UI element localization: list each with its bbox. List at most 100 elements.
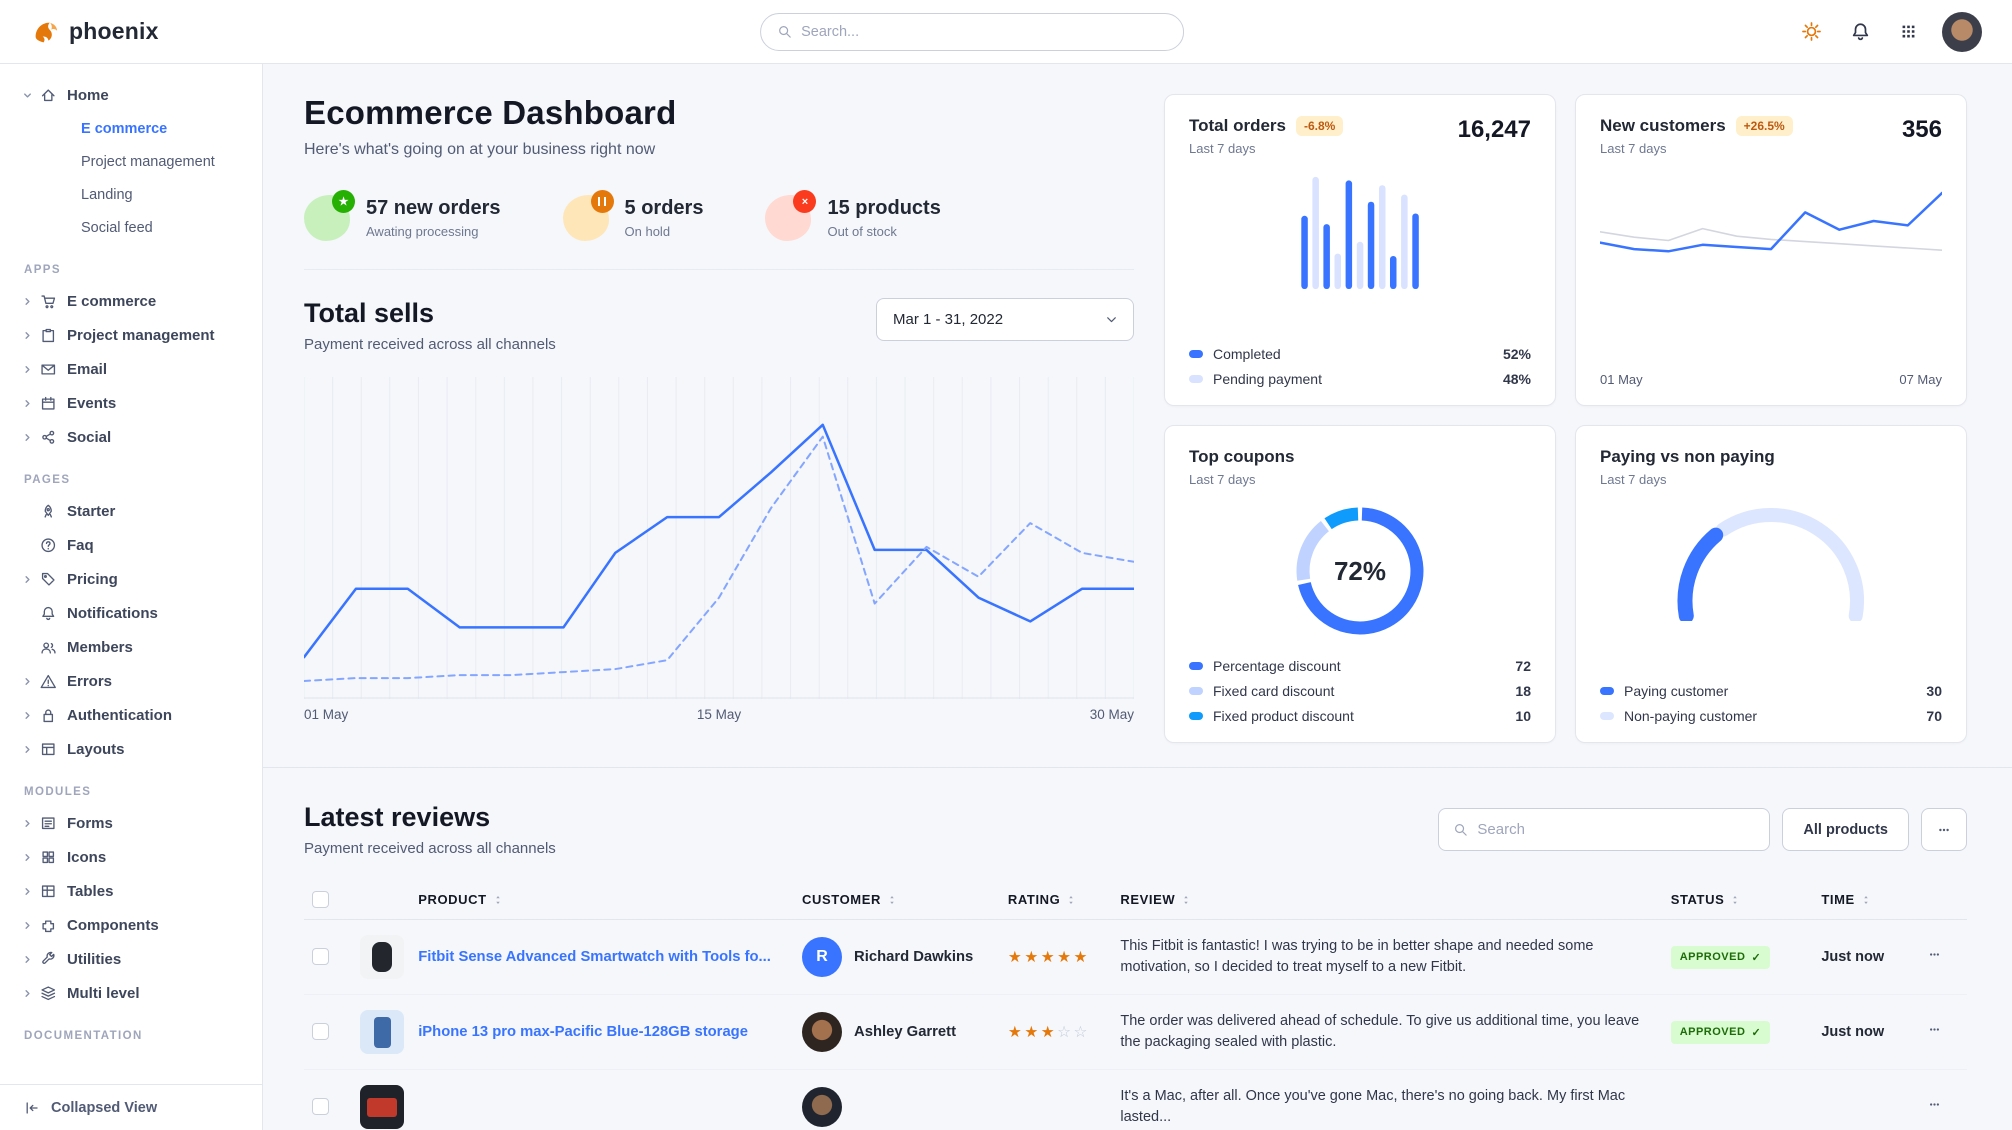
legend-row: Percentage discount 72 xyxy=(1189,658,1531,674)
collapse-sidebar-button[interactable]: Collapsed View xyxy=(0,1084,262,1130)
sidebar-item-layouts[interactable]: Layouts xyxy=(0,732,262,766)
caret-right-icon xyxy=(22,574,40,585)
total-sells-chart xyxy=(304,377,1134,699)
sidebar-item-tables[interactable]: Tables xyxy=(0,874,262,908)
row-checkbox[interactable] xyxy=(312,1098,329,1116)
sidebar-item-forms[interactable]: Forms xyxy=(0,806,262,840)
cart-icon xyxy=(40,293,67,310)
sidebar-item-project-management[interactable]: Project management xyxy=(0,318,262,352)
row-actions-button[interactable] xyxy=(1927,1097,1942,1112)
sort-icon[interactable] xyxy=(1180,894,1192,906)
check-icon: ✓ xyxy=(1751,1026,1762,1039)
column-header-review[interactable]: REVIEW xyxy=(1112,879,1663,921)
customer-avatar xyxy=(802,1012,843,1053)
sidebar-item-home[interactable]: Home xyxy=(0,78,262,112)
sort-icon[interactable] xyxy=(1729,894,1741,906)
sidebar-item-pricing[interactable]: Pricing xyxy=(0,562,262,596)
sidebar-item-errors[interactable]: Errors xyxy=(0,664,262,698)
reviews-more-options-button[interactable] xyxy=(1921,808,1967,851)
stat-x-icon: × xyxy=(765,190,817,241)
sidebar-item-utilities[interactable]: Utilities xyxy=(0,942,262,976)
column-header-time[interactable]: TIME xyxy=(1813,879,1919,921)
apps-menu-button[interactable] xyxy=(1895,18,1922,45)
user-avatar[interactable] xyxy=(1942,11,1982,52)
reviews-search-input[interactable] xyxy=(1477,821,1756,838)
column-header-product[interactable]: PRODUCT xyxy=(352,879,795,921)
sidebar-item-starter[interactable]: Starter xyxy=(0,494,262,528)
legend-row: Fixed card discount 18 xyxy=(1189,683,1531,699)
sidebar-item-social[interactable]: Social xyxy=(0,420,262,454)
reviews-table: PRODUCT CUSTOMER RATING REVIEW STATUS TIME Fi… xyxy=(304,879,1967,1130)
sidebar-item-notifications[interactable]: Notifications xyxy=(0,596,262,630)
row-actions-button[interactable] xyxy=(1927,947,1942,962)
sidebar-item-label: Authentication xyxy=(67,706,172,724)
top-navbar: phoenix xyxy=(0,0,2012,64)
product-image xyxy=(360,1010,405,1055)
theme-toggle-button[interactable] xyxy=(1797,17,1826,46)
card-period: Last 7 days xyxy=(1189,141,1256,156)
warning-icon xyxy=(40,673,67,690)
sort-icon[interactable] xyxy=(1065,894,1077,906)
sidebar-subitem-e-commerce[interactable]: E commerce xyxy=(81,120,168,137)
sidebar-item-email[interactable]: Email xyxy=(0,352,262,386)
product-link[interactable]: iPhone 13 pro max-Pacific Blue-128GB sto… xyxy=(418,1024,748,1041)
sidebar-item-faq[interactable]: Faq xyxy=(0,528,262,562)
sidebar-item-members[interactable]: Members xyxy=(0,630,262,664)
card-period: Last 7 days xyxy=(1600,141,1667,156)
sidebar-item-components[interactable]: Components xyxy=(0,908,262,942)
legend-value: 18 xyxy=(1515,683,1531,699)
svg-text:72%: 72% xyxy=(1334,556,1386,586)
stat-pause-icon xyxy=(562,190,614,241)
column-header-rating[interactable]: RATING xyxy=(999,879,1113,921)
date-range-select[interactable]: Mar 1 - 31, 2022 xyxy=(876,298,1134,341)
sidebar-item-e-commerce[interactable]: E commerce xyxy=(0,284,262,318)
sidebar-item-label: Social xyxy=(67,428,112,446)
row-checkbox[interactable] xyxy=(312,1023,329,1041)
sort-icon[interactable] xyxy=(1860,894,1872,906)
sidebar-subitem-project-management[interactable]: Project management xyxy=(81,153,215,170)
sidebar-item-multi-level[interactable]: Multi level xyxy=(0,976,262,1010)
sort-icon[interactable] xyxy=(492,894,504,906)
calendar-icon xyxy=(40,395,67,412)
stat-5-orders: 5 orders On hold xyxy=(562,190,703,241)
sidebar-item-label: Errors xyxy=(67,672,113,690)
paying-gauge-chart xyxy=(1600,495,1942,621)
new-customers-card: New customers +26.5% Last 7 days 356 01 … xyxy=(1575,94,1967,406)
all-products-filter-button[interactable]: All products xyxy=(1782,808,1909,851)
legend-row: Fixed product discount 10 xyxy=(1189,708,1531,724)
column-header-status[interactable]: STATUS xyxy=(1662,879,1814,921)
phoenix-logo[interactable]: phoenix xyxy=(30,17,159,47)
global-search-input[interactable] xyxy=(801,23,1168,40)
sidebar-item-events[interactable]: Events xyxy=(0,386,262,420)
sidebar-subitem-landing[interactable]: Landing xyxy=(81,186,133,203)
total-orders-bar-chart xyxy=(1189,166,1531,294)
bell-icon xyxy=(1850,21,1871,42)
column-header-customer[interactable]: CUSTOMER xyxy=(794,879,1000,921)
card-title: Top coupons xyxy=(1189,447,1295,466)
sort-icon[interactable] xyxy=(886,894,898,906)
home-icon xyxy=(40,87,67,104)
customer-name: Ashley Garrett xyxy=(854,1024,957,1041)
sidebar-item-label: Forms xyxy=(67,814,113,832)
page-subtitle: Here's what's going on at your business … xyxy=(304,141,656,158)
row-actions-button[interactable] xyxy=(1927,1022,1942,1037)
sidebar-item-label: Components xyxy=(67,916,159,934)
legend-label: Completed xyxy=(1213,346,1281,362)
legend-row: Completed 52% xyxy=(1189,346,1531,362)
clipboard-icon xyxy=(40,327,67,344)
sidebar-item-label: Icons xyxy=(67,848,107,866)
sidebar-item-authentication[interactable]: Authentication xyxy=(0,698,262,732)
grid-menu-icon xyxy=(1899,22,1918,41)
row-checkbox[interactable] xyxy=(312,948,329,966)
card-title: New customers xyxy=(1600,116,1726,135)
legend-swatch xyxy=(1600,687,1614,695)
caret-down-icon xyxy=(22,90,40,101)
select-all-checkbox[interactable] xyxy=(312,891,329,909)
top-coupons-card: Top coupons Last 7 days 72% Percentage d… xyxy=(1164,425,1556,743)
product-link[interactable]: Fitbit Sense Advanced Smartwatch with To… xyxy=(418,949,771,966)
notifications-button[interactable] xyxy=(1846,17,1875,46)
sidebar-item-icons[interactable]: Icons xyxy=(0,840,262,874)
x-axis-label: 15 May xyxy=(696,707,742,722)
sidebar-subitem-social-feed[interactable]: Social feed xyxy=(81,219,153,236)
legend-label: Pending payment xyxy=(1213,371,1322,387)
